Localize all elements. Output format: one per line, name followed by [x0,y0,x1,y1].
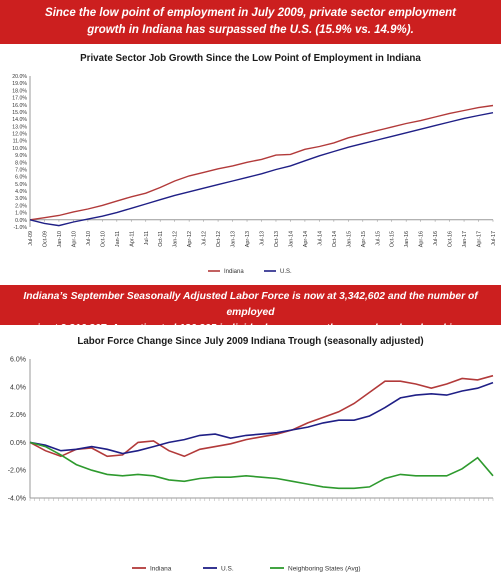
chart2-y-tick-label: -2.0% [8,468,26,475]
chart1-x-tick-label: Jul-14 [317,231,323,246]
chart1-x-tick-label: Oct-14 [332,231,338,247]
chart2-series-u-s [29,381,494,455]
chart2-title: Labor Force Change Since July 2009 India… [77,336,424,347]
chart1-x-tick-label: Jul-10 [86,231,92,246]
chart1-x-tick-label: Jan-15 [346,231,352,247]
chart1-y-tick-label: 11.0% [13,139,28,145]
chart1-x-tick-label: Oct-13 [274,231,280,247]
chart1-x-tick-label: Apr-14 [303,231,309,247]
chart2-y-tick-label: 6.0% [10,357,26,364]
labor-force-banner: Indiana’s September Seasonally Adjusted … [0,285,501,350]
chart2-series-indiana [29,374,494,458]
chart1-x-tick-label: Oct-12 [216,231,222,247]
chart2-y-tick-label: -4.0% [8,496,26,503]
chart1-x-tick-label: Oct-11 [158,231,164,247]
headline-line-1: Since the low point of employment in Jul… [45,7,456,19]
chart1-y-tick-label: 9.0% [15,153,27,159]
chart1-x-tick-label: Jul-13 [260,231,266,246]
chart1-x-tick-label: Jan-10 [57,231,63,247]
chart1-y-tick-label: 12.0% [12,132,27,138]
chart1-y-tick-label: 19.0% [12,81,27,87]
chart1-y-tick-label: 18.0% [12,88,27,94]
chart1-y-tick-label: 5.0% [15,182,27,188]
chart2-series-neighboring-states-avg [29,441,494,490]
chart1-x-tick-label: Jan-12 [173,231,179,247]
chart1-x-tick-label: Jan-11 [115,231,121,247]
chart1-x-tick-label: Jan-17 [462,231,468,247]
private-sector-job-growth-chart: -1.0%0.0%1.0% 2.0%3.0%4.0%5.0%6.0% 7.0%8.0… [12,74,497,275]
chart1-y-tick-label: -1.0% [13,225,27,231]
chart1-y-tick-label: 6.0% [15,175,27,181]
chart1-y-tick-label: 20.0% [12,74,27,80]
chart1-y-tick-label: 1.0% [15,211,27,217]
chart1-x-tick-label: Jul-11 [144,231,150,245]
chart1-x-tick-label: Jan-16 [404,231,410,247]
chart1-series-indiana [29,104,494,221]
chart1-y-tick-label: 0.0% [15,218,27,224]
chart1-y-tick-label: 16.0% [12,103,27,109]
chart1-x-tick-label: Jan-13 [231,231,237,247]
chart2-legend-label-indiana: Indiana [150,566,172,573]
chart1-y-tick-label: 10.0% [12,146,27,152]
chart1-y-tick-label: 4.0% [15,189,27,195]
chart1-x-tick-label: Jul-09 [28,231,34,246]
chart1-y-tick-label: 13.0% [12,124,27,130]
chart1-x-tick-label: Apr-16 [419,231,425,247]
chart1-y-tick-label: 17.0% [12,96,27,102]
chart1-x-tick-label: Jul-16 [433,231,439,246]
chart1-x-tick-label: Apr-17 [477,231,483,247]
chart1-x-tick-label: Oct-09 [42,231,48,247]
chart2-legend-label-neighboring-states-avg: Neighboring States (Avg) [288,566,361,573]
headline-line-2: growth in Indiana has surpassed the U.S.… [87,24,414,36]
chart1-legend-label-u-s: U.S. [280,269,292,275]
chart1-x-tick-label: Apr-13 [245,231,251,247]
chart1-y-tick-label: 14.0% [12,117,27,123]
labor-force-change-chart: -4.0% -2.0% 0.0% 2.0% 4.0% 6.0% Indiana U.S. Nei… [8,357,494,573]
chart1-x-tick-label: Apr-10 [71,231,77,247]
headline-banner: Since the low point of employment in Jul… [0,0,501,44]
chart1-y-tick-label: 3.0% [15,196,27,202]
chart1-x-tick-label: Jan-14 [288,231,294,247]
chart2-y-tick-label: 0.0% [10,440,26,447]
chart1-series-u-s [29,112,494,227]
chart2-y-tick-label: 2.0% [10,412,26,419]
chart1-x-tick-label: Oct-16 [448,231,454,247]
chart1-x-tick-label: Apr-15 [361,231,367,247]
labor-force-line-2: is at 3,216,207. An estimated 126,395 in… [36,323,465,350]
chart1-x-tick-label: Apr-12 [187,231,193,247]
chart2-legend-label-u-s: U.S. [221,566,234,573]
chart1-x-tick-label: Jul-17 [491,231,497,246]
chart2-y-tick-label: 4.0% [10,384,26,391]
chart1-x-tick-label: Oct-10 [100,231,106,247]
chart1-x-tick-label: Jul-15 [375,231,381,246]
chart1-legend-label-indiana: Indiana [224,269,244,275]
chart1-y-tick-label: 8.0% [15,160,27,166]
labor-force-line-1: Indiana’s September Seasonally Adjusted … [23,291,478,318]
chart1-x-tick-label: Jul-12 [202,231,208,246]
chart1-y-tick-label: 15.0% [12,110,27,116]
chart1-y-tick-label: 7.0% [15,167,27,173]
chart1-x-tick-label: Apr-11 [129,231,135,247]
chart1-y-tick-label: 2.0% [15,203,27,209]
chart1-title: Private Sector Job Growth Since the Low … [80,53,421,64]
chart1-x-tick-label: Oct-15 [390,231,396,247]
